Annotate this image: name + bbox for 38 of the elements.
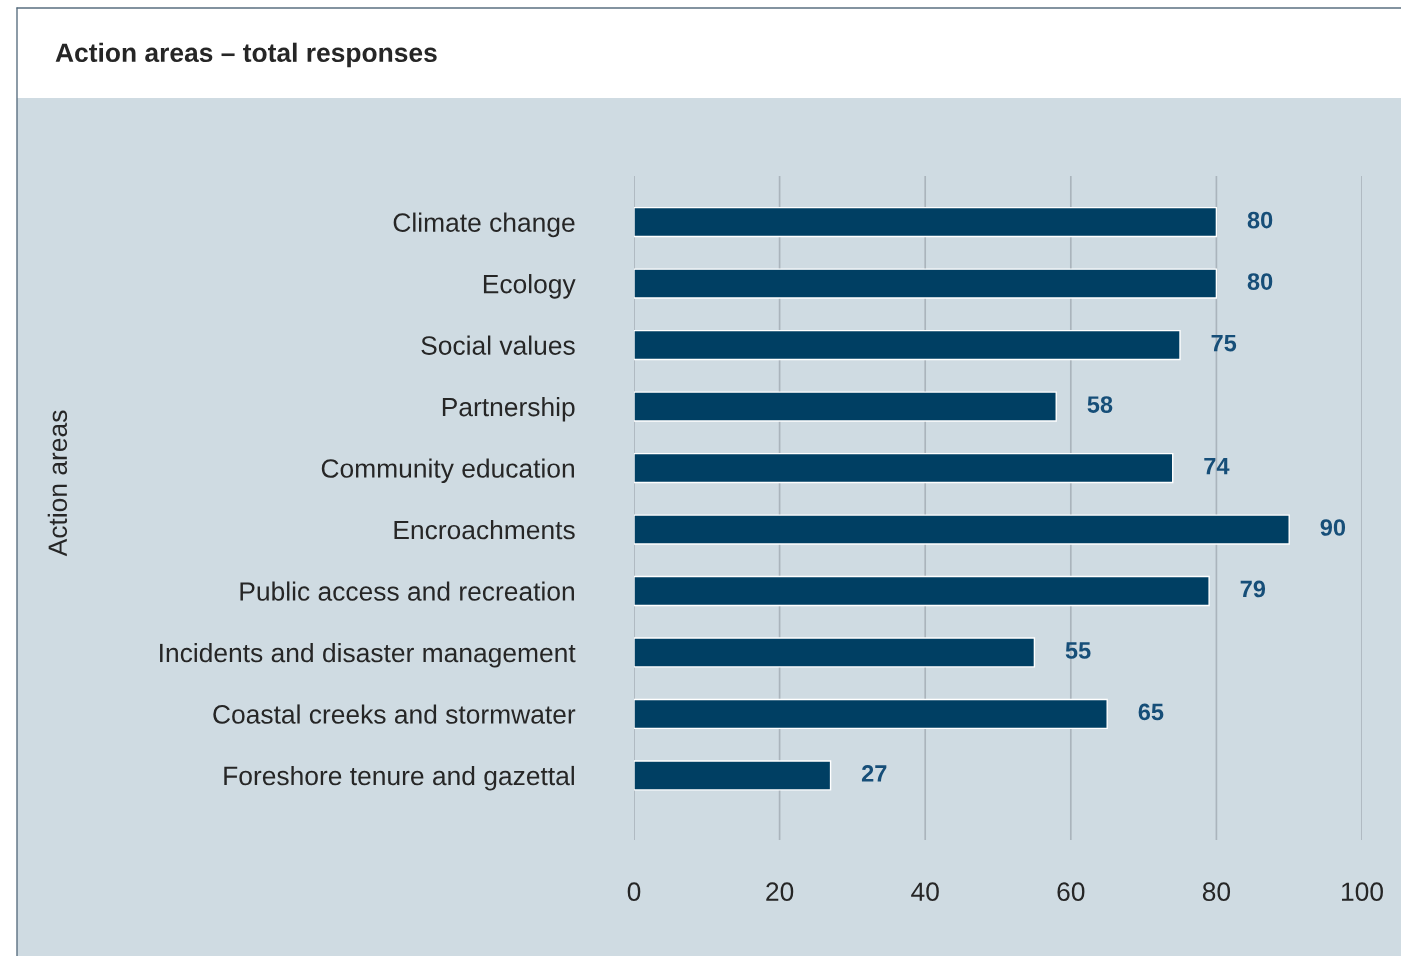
x-tick-label: 60 (1057, 882, 1085, 902)
y-axis-title: Action areas (47, 410, 68, 557)
bar (634, 760, 832, 791)
y-tick-label: Encroachments (394, 519, 575, 540)
text: Action areas – total responses (55, 42, 437, 68)
bar (634, 268, 1218, 299)
y-tick-label: Partnership (442, 396, 575, 422)
y-tick-label: Social values (421, 335, 575, 355)
bar (634, 391, 1057, 422)
x-tick-label: 80 (1202, 882, 1231, 902)
y-tick-label: Coastal creeks and stormwater (213, 704, 576, 724)
bar (634, 206, 1218, 238)
data-label: 74 (1204, 457, 1230, 475)
y-tick-label: Ecology (483, 274, 576, 299)
data-label: 90 (1320, 519, 1346, 536)
data-label: 80 (1247, 211, 1273, 229)
bar (634, 637, 1036, 668)
data-label: 58 (1087, 396, 1113, 413)
y-tick-label: Community education (321, 458, 574, 484)
data-label: 80 (1247, 273, 1273, 290)
data-label: 79 (1240, 580, 1266, 598)
x-tick-label: 100 (1342, 882, 1383, 902)
bar (634, 575, 1210, 607)
bar (634, 698, 1108, 730)
x-tick-label: 0 (627, 882, 641, 902)
x-tick-label: 20 (766, 882, 794, 902)
y-tick-label: Foreshore tenure and gazettal (224, 765, 574, 791)
y-tick-label: Public access and recreation (240, 581, 574, 601)
bar (634, 329, 1181, 361)
y-tick-label: Climate change (393, 212, 575, 238)
bar (634, 514, 1290, 545)
data-label: 27 (861, 765, 887, 782)
x-tick-label: 40 (911, 882, 939, 902)
data-label: 75 (1211, 334, 1237, 352)
data-label: 65 (1138, 703, 1164, 721)
y-tick-label: Incidents and disaster management (160, 642, 576, 668)
bar (634, 452, 1174, 484)
data-label: 55 (1065, 642, 1091, 659)
